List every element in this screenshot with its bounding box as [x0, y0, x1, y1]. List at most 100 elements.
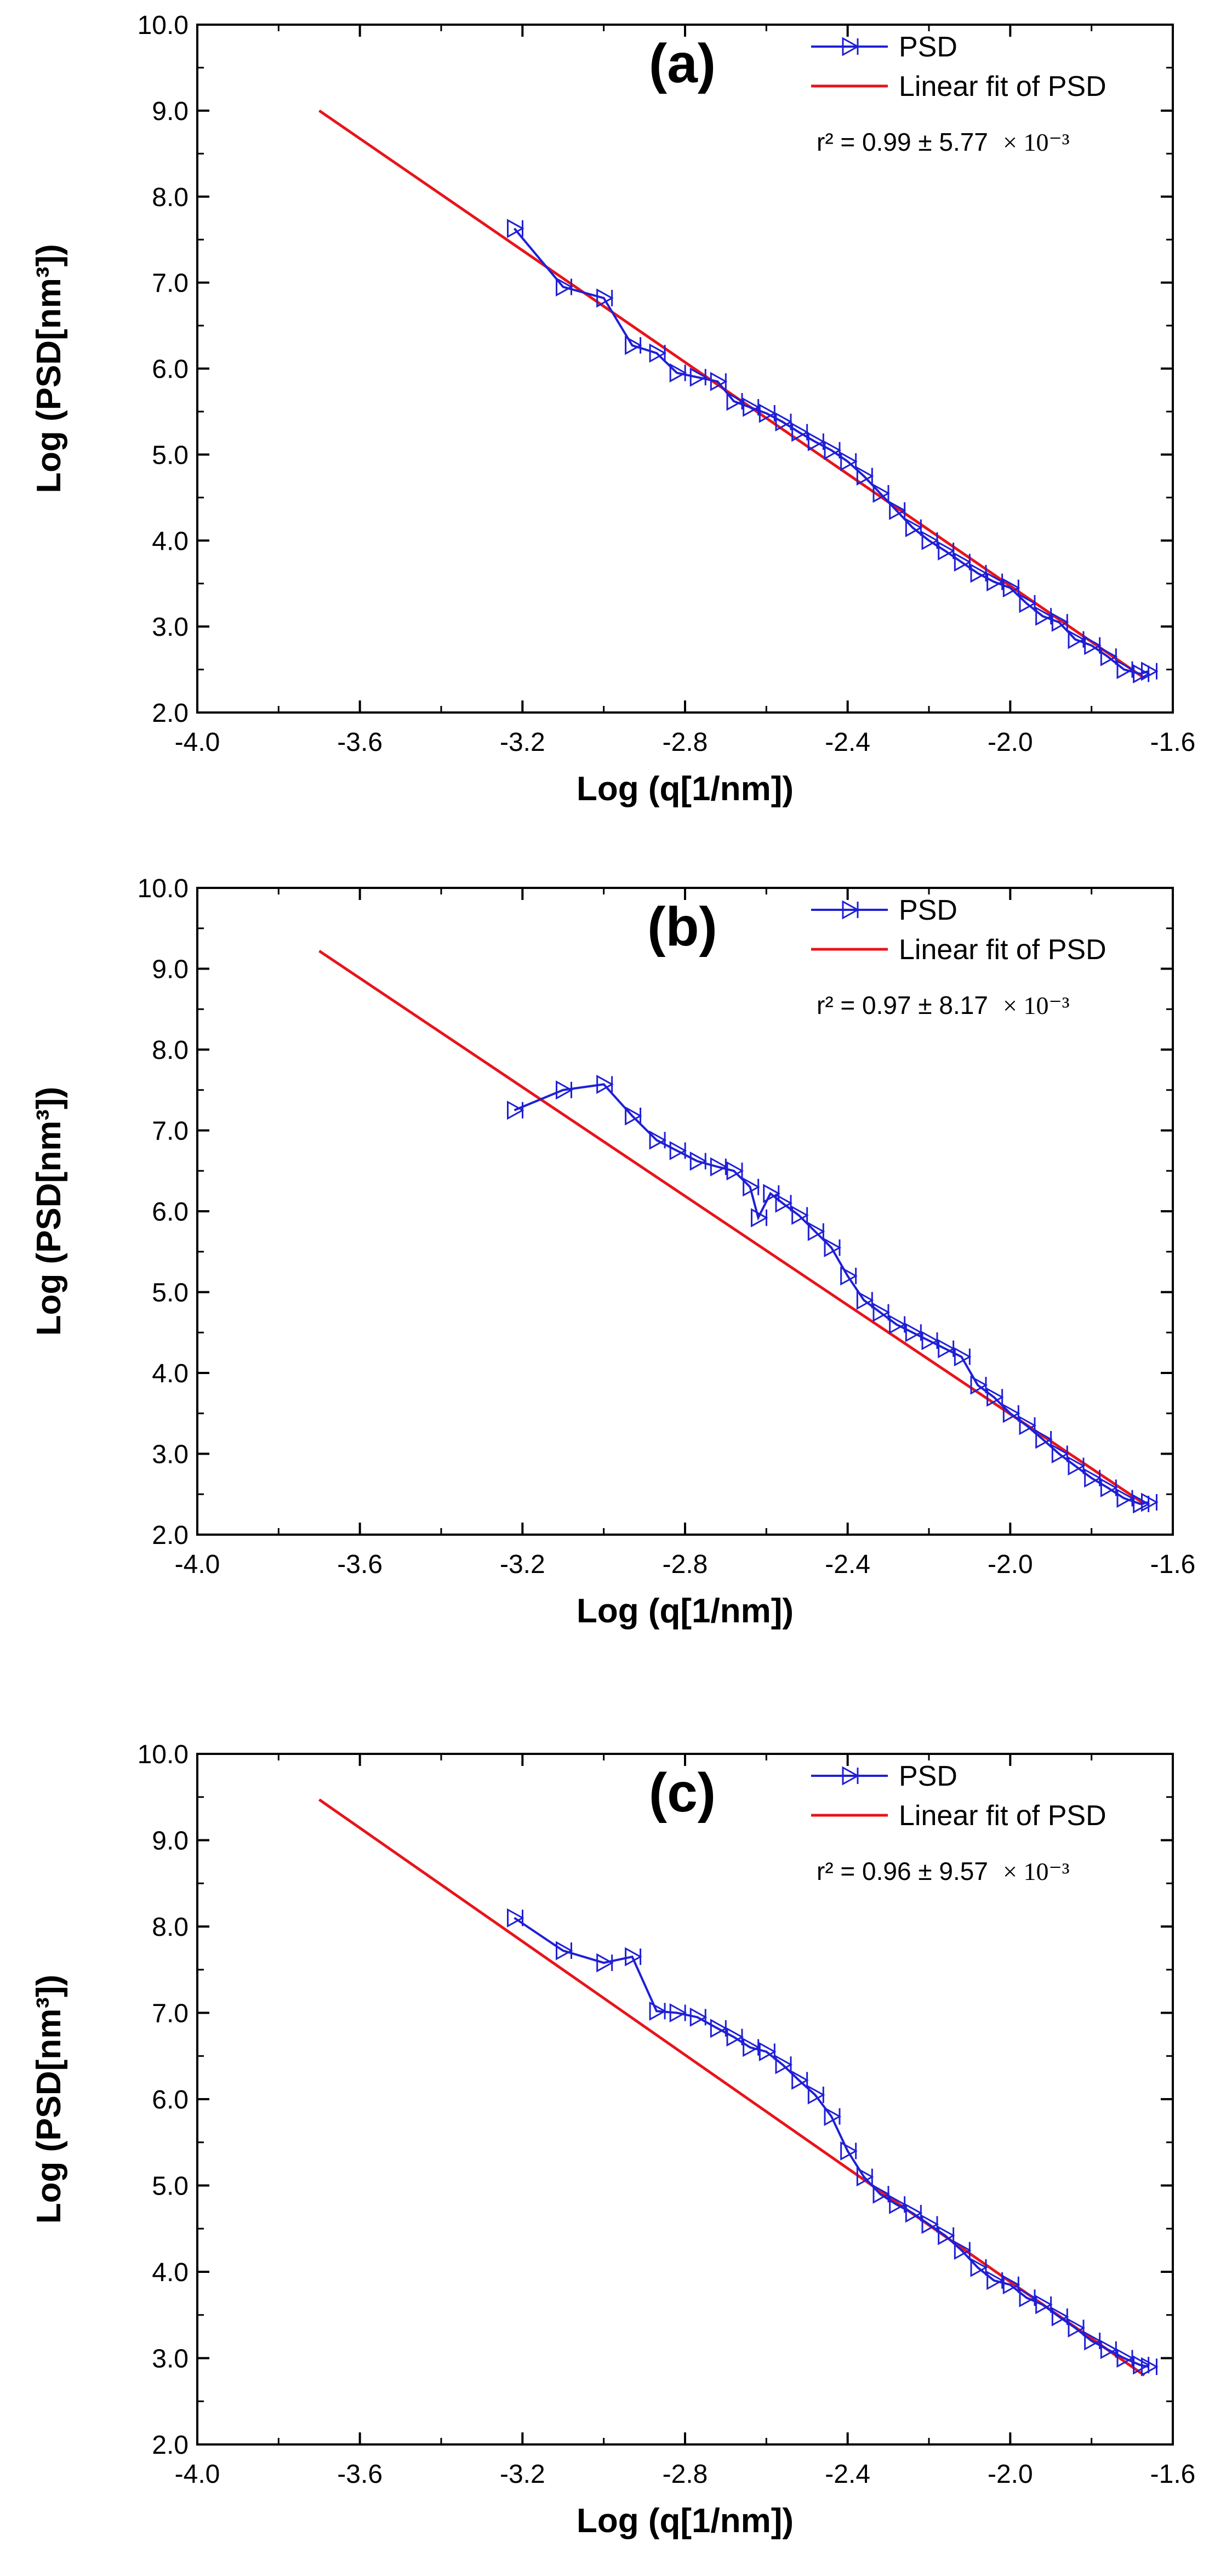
x-tick-label: -4.0 [175, 1550, 220, 1579]
psd-data-point [1141, 1492, 1159, 1512]
psd-data-point [889, 500, 906, 520]
x-tick-label: -2.8 [663, 2460, 708, 2489]
psd-data-point [824, 1238, 842, 1257]
psd-marker-shape [1100, 647, 1118, 666]
psd-marker-shape [689, 2007, 708, 2027]
psd-data-point [596, 1953, 614, 1973]
psd-marker-shape [1141, 2357, 1159, 2376]
psd-marker-shape [775, 1193, 793, 1213]
psd-marker-shape [669, 2003, 687, 2023]
psd-data-point [954, 2241, 972, 2260]
psd-data-point [872, 1302, 891, 1322]
y-tick-label: 3.0 [152, 613, 189, 642]
psd-marker-shape [807, 2085, 825, 2105]
x-tick-label: -4.0 [175, 728, 220, 757]
psd-data-point [1116, 1489, 1134, 1508]
psd-data-point [1019, 1416, 1037, 1435]
psd-marker-shape [986, 572, 1004, 592]
psd-data-point [710, 1157, 728, 1177]
psd-data-point [824, 440, 842, 460]
psd-data-point [1051, 612, 1069, 632]
psd-marker-shape [596, 1074, 614, 1094]
psd-marker-shape [856, 1290, 874, 1310]
psd-marker-shape [1002, 2275, 1020, 2295]
psd-marker-shape [758, 403, 777, 423]
psd-data-point [1002, 1404, 1020, 1423]
psd-marker-shape [938, 2226, 955, 2246]
psd-data-point [763, 1184, 780, 1204]
x-tick-label: -2.4 [825, 728, 870, 757]
chart-panel-c: -4.0 -3.6 -3.2 -2.8 -2.4 -2.0 -1.6 2.0 3.0 4.0 5.0… [30, 1740, 1195, 2540]
y-tick-label: 8.0 [152, 1913, 189, 1942]
y-tick-label: 9.0 [152, 97, 189, 126]
psd-marker-shape [1068, 630, 1086, 649]
r-squared-scale: × 10⁻³ [1003, 991, 1070, 1019]
x-tick-label: -3.6 [337, 2460, 383, 2489]
psd-data-point [1051, 1444, 1069, 1464]
psd-marker-shape [689, 1152, 708, 1171]
psd-data-point [758, 403, 777, 423]
x-tick-label: -2.0 [988, 2460, 1033, 2489]
r-squared-scale: × 10⁻³ [1003, 1857, 1070, 1885]
psd-marker-shape [1051, 2307, 1069, 2327]
y-tick-label: 6.0 [152, 1198, 189, 1227]
psd-marker-shape [791, 2070, 809, 2090]
psd-marker-shape [970, 2258, 988, 2277]
psd-marker-shape [954, 2241, 972, 2260]
psd-marker-shape [889, 2195, 906, 2214]
y-tick-label: 9.0 [152, 1827, 189, 1856]
legend-fit-label: Linear fit of PSD [899, 934, 1106, 966]
psd-marker-shape [889, 500, 906, 520]
psd-marker-shape [986, 2271, 1004, 2290]
psd-data-point [921, 531, 939, 550]
psd-marker-shape [824, 2106, 842, 2127]
psd-data-point [856, 466, 874, 486]
psd-marker-shape [1035, 606, 1053, 626]
r-squared-annotation: r² = 0.99 ± 5.77 [817, 128, 988, 156]
psd-data-point [649, 343, 667, 363]
psd-marker-shape [625, 1947, 642, 1967]
psd-marker-shape [921, 1331, 939, 1350]
panel-label: (a) [649, 33, 716, 94]
psd-marker-shape [1051, 612, 1069, 632]
psd-data-point [954, 1347, 972, 1367]
x-tick-label: -2.4 [825, 2460, 870, 2489]
psd-data-point [556, 277, 573, 297]
psd-marker-shape [970, 1375, 988, 1395]
y-axis-title: Log (PSD[nm³]) [30, 1975, 68, 2224]
psd-data-point [986, 572, 1004, 592]
psd-marker-shape [856, 2167, 874, 2187]
psd-data-point [970, 1375, 988, 1395]
x-tick-label: -1.6 [1150, 728, 1196, 757]
psd-data-point [1100, 647, 1118, 666]
psd-data-point [921, 2214, 939, 2234]
psd-marker-shape [842, 900, 860, 920]
psd-data-point [689, 1152, 708, 1171]
psd-marker-shape [842, 1766, 860, 1786]
psd-marker-shape [556, 1941, 573, 1961]
psd-marker-shape [1068, 1456, 1086, 1476]
psd-data-point [1068, 1456, 1086, 1476]
psd-marker-shape [743, 397, 760, 417]
psd-data-point [689, 367, 708, 387]
chart-panel-a: -4.0 -3.6 -3.2 -2.8 -2.4 -2.0 -1.6 2.0 3.0 4.0 5.0… [30, 11, 1195, 808]
psd-data-point [669, 1141, 687, 1160]
psd-marker-shape [726, 1161, 744, 1181]
psd-data-point [556, 1080, 573, 1100]
psd-data-point [791, 2070, 809, 2090]
psd-data-point [1035, 1429, 1053, 1449]
psd-marker-shape [791, 1205, 809, 1225]
psd-marker-shape [1002, 578, 1020, 598]
psd-marker-shape [807, 1222, 825, 1241]
psd-data-point [710, 372, 728, 391]
psd-marker-shape [840, 2141, 858, 2161]
psd-data-point [840, 452, 858, 471]
psd-marker-shape [556, 1080, 573, 1100]
psd-data-point [1002, 578, 1020, 598]
psd-data-point [938, 1339, 955, 1359]
psd-data-point [625, 1947, 642, 1967]
psd-marker-shape [1019, 1416, 1037, 1435]
psd-marker-shape [758, 2042, 777, 2061]
psd-data-point [1141, 662, 1159, 681]
psd-data-point [1035, 2295, 1053, 2315]
